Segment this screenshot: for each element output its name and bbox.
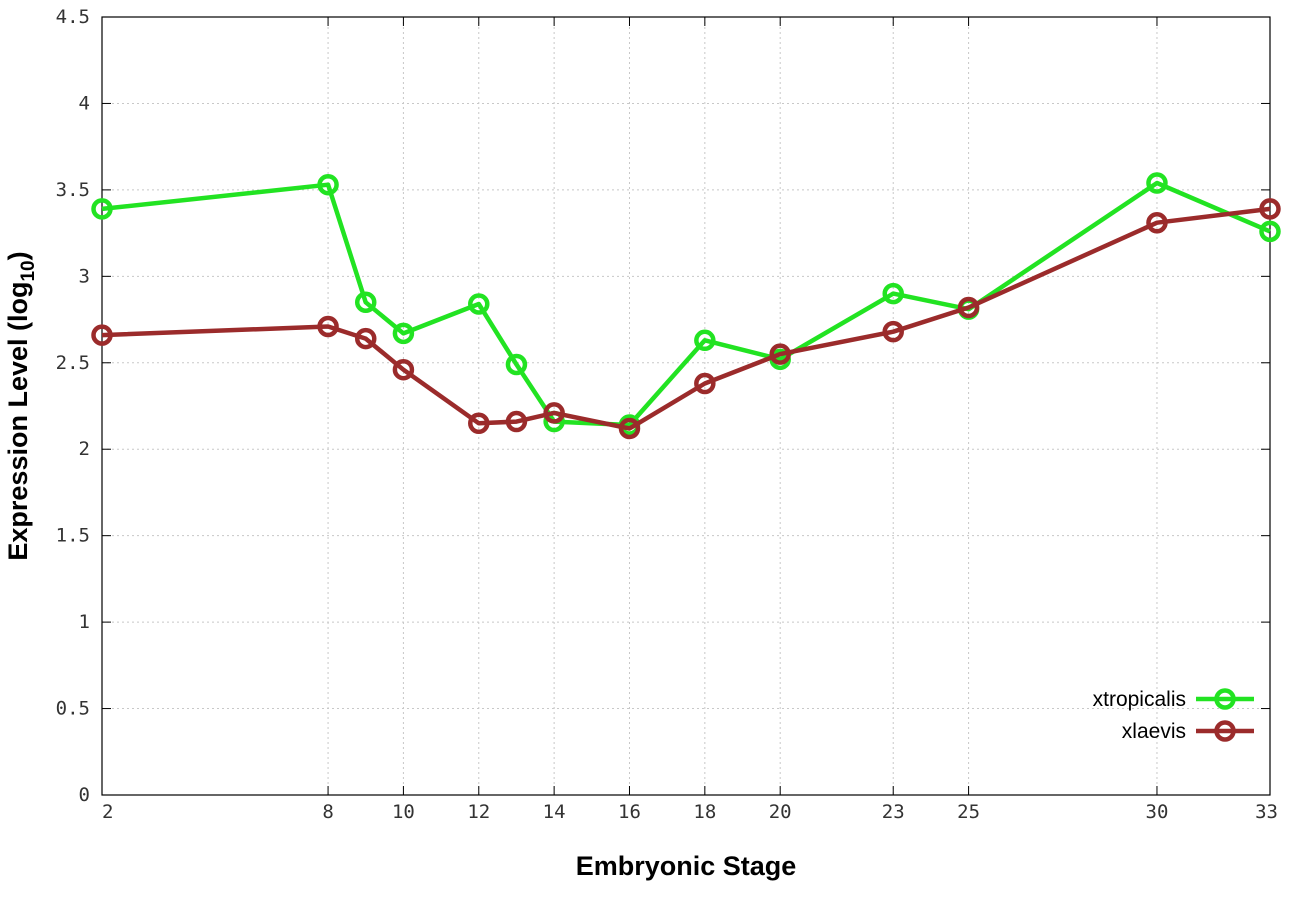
- xlaevis-point: [354, 327, 377, 350]
- y-axis-title-close: ): [3, 251, 33, 260]
- y-tick-label: 4: [79, 92, 90, 114]
- x-tick-label: 20: [769, 801, 792, 823]
- legend-swatch-marker-xtropicalis: [1214, 688, 1236, 710]
- x-tick-label: 12: [467, 801, 490, 823]
- xtropicalis-point: [354, 291, 377, 314]
- y-tick-label: 1.5: [56, 525, 90, 547]
- series-xlaevis: [91, 198, 1281, 440]
- xlaevis-line: [101, 206, 1271, 431]
- xlaevis-point: [1146, 211, 1168, 234]
- data-series: [91, 172, 1281, 440]
- x-tick-label: 23: [882, 801, 905, 823]
- xtropicalis-point: [317, 173, 339, 196]
- xlaevis-point: [91, 324, 113, 346]
- xlaevis-point: [1259, 198, 1281, 220]
- x-tick-label: 16: [618, 801, 641, 823]
- y-tick-label: 0: [79, 784, 90, 806]
- xtropicalis-point: [1259, 220, 1281, 243]
- x-tick-label: 33: [1255, 801, 1278, 823]
- x-tick-label: 25: [957, 801, 980, 823]
- y-tick-label: 1: [79, 611, 90, 633]
- y-tick-label: 4.5: [56, 6, 90, 28]
- x-tick-label: 8: [322, 801, 333, 823]
- xtropicalis-point: [505, 353, 528, 376]
- tick-labels: 0 0.5 1 1.5 2 2.5 3 3.5 4 4.5 2 8 10 12 14 16 18 20 23 25 30…: [56, 6, 1278, 823]
- y-axis-title: Expression Level (log10): [3, 251, 39, 560]
- xlaevis-point: [769, 343, 791, 365]
- xlaevis-point: [618, 417, 641, 440]
- y-tick-label: 0.5: [56, 698, 90, 720]
- axis-ticks: [101, 16, 1271, 796]
- y-tick-label: 3.5: [56, 179, 90, 201]
- y-tick-label: 2: [79, 438, 90, 460]
- xtropicalis-point: [694, 329, 716, 352]
- xlaevis-point: [694, 372, 716, 395]
- xtropicalis-point: [468, 293, 490, 315]
- xtropicalis-point: [392, 322, 415, 345]
- xlaevis-point: [882, 320, 904, 343]
- plot-frame: [101, 16, 1271, 796]
- xtropicalis-point: [882, 282, 904, 305]
- xlaevis-point: [468, 412, 490, 435]
- y-axis-title-main: Expression Level (log: [3, 282, 33, 561]
- legend: xtropicalis xlaevis: [1093, 688, 1254, 743]
- grid-lines: [102, 17, 1270, 795]
- x-tick-label: 10: [392, 801, 415, 823]
- xtropicalis-line: [101, 180, 1271, 428]
- x-tick-label: 14: [543, 801, 566, 823]
- xlaevis-point: [505, 410, 528, 433]
- x-tick-label: 2: [102, 801, 113, 823]
- x-tick-label: 30: [1146, 801, 1169, 823]
- xlaevis-point: [317, 315, 339, 338]
- y-tick-label: 2.5: [56, 352, 90, 374]
- legend-label-xtropicalis: xtropicalis: [1093, 688, 1186, 711]
- xlaevis-point: [957, 296, 980, 319]
- xtropicalis-point: [1146, 172, 1168, 194]
- legend-swatch-marker-xlaevis: [1214, 720, 1236, 742]
- xlaevis-point: [392, 358, 415, 381]
- y-tick-label: 3: [79, 265, 90, 287]
- xlaevis-point: [543, 402, 565, 424]
- x-tick-label: 18: [693, 801, 716, 823]
- xtropicalis-point: [91, 198, 113, 220]
- x-axis-title: Embryonic Stage: [576, 851, 797, 881]
- y-axis-title-subscript: 10: [18, 260, 39, 281]
- legend-label-xlaevis: xlaevis: [1122, 720, 1186, 743]
